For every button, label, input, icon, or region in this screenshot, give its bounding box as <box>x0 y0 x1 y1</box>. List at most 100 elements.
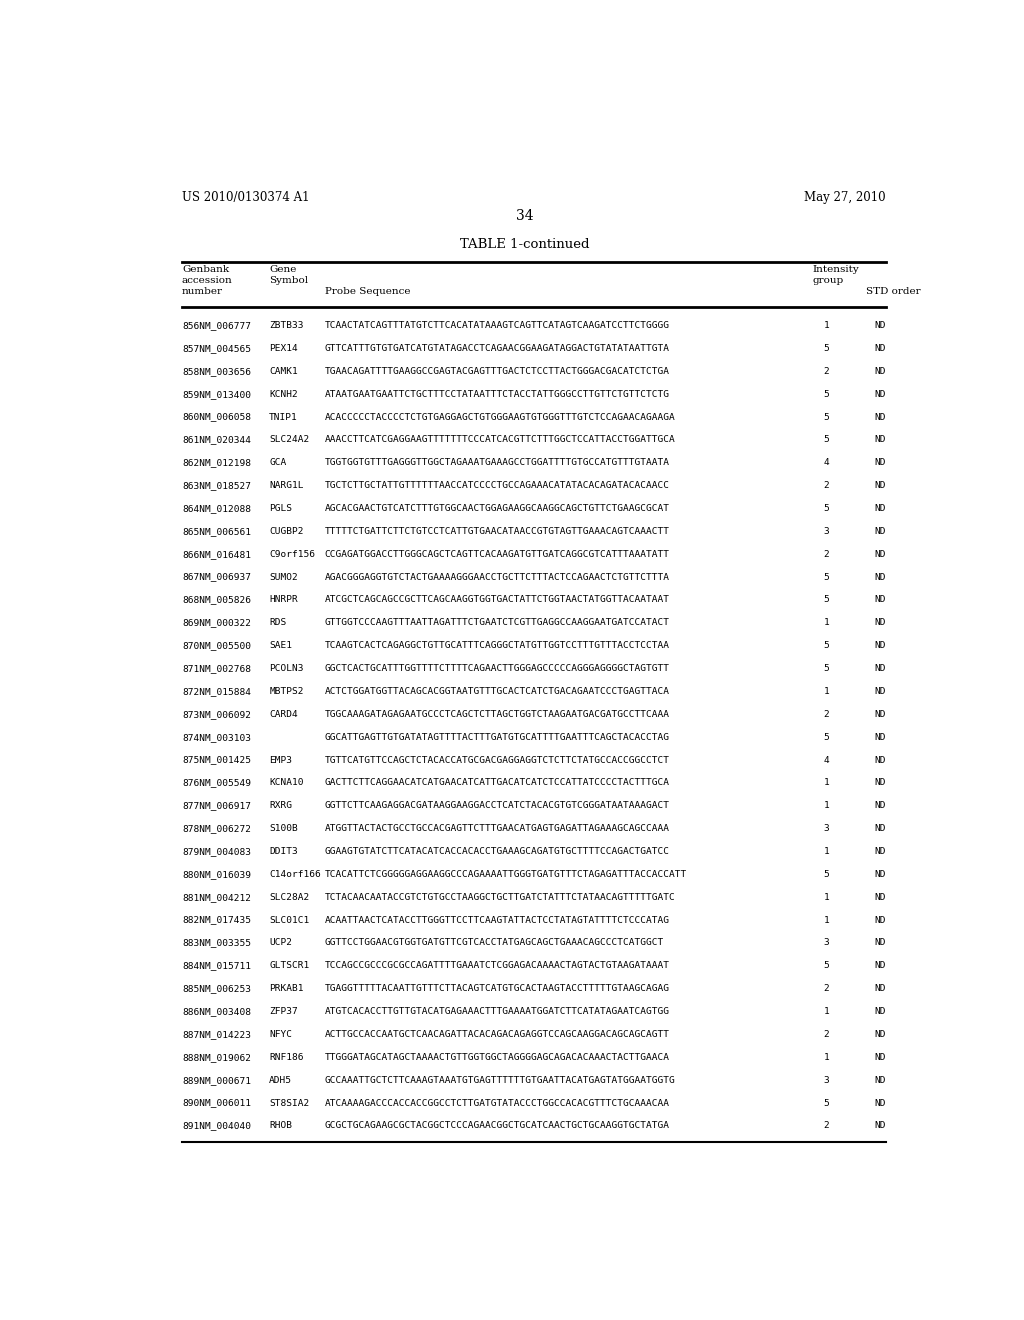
Text: TCAACTATCAGTTTATGTCTTCACATATAAAGTCAGTTCATAGTCAAGATCCTTCTGGGG: TCAACTATCAGTTTATGTCTTCACATATAAAGTCAGTTCA… <box>325 321 670 330</box>
Text: NARG1L: NARG1L <box>269 480 304 490</box>
Text: SAE1: SAE1 <box>269 642 292 651</box>
Text: ND: ND <box>874 345 886 352</box>
Text: ND: ND <box>874 321 886 330</box>
Text: 886NM_003408: 886NM_003408 <box>182 1007 251 1016</box>
Text: 869NM_000322: 869NM_000322 <box>182 618 251 627</box>
Text: 1: 1 <box>823 847 829 855</box>
Text: ND: ND <box>874 389 886 399</box>
Text: GLTSCR1: GLTSCR1 <box>269 961 309 970</box>
Text: 871NM_002768: 871NM_002768 <box>182 664 251 673</box>
Text: GGTTCTTCAAGAGGACGATAAGGAAGGACCTCATCTACACGTGTCGGGATAATAAAGACT: GGTTCTTCAAGAGGACGATAAGGAAGGACCTCATCTACAC… <box>325 801 670 810</box>
Text: ACACCCCCTACCCCTCTGTGAGGAGCTGTGGGAAGTGTGGGTTTGTCTCCAGAACAGAAGA: ACACCCCCTACCCCTCTGTGAGGAGCTGTGGGAAGTGTGG… <box>325 412 676 421</box>
Text: 5: 5 <box>823 961 829 970</box>
Text: 1: 1 <box>823 686 829 696</box>
Text: 2: 2 <box>823 480 829 490</box>
Text: 879NM_004083: 879NM_004083 <box>182 847 251 855</box>
Text: 883NM_003355: 883NM_003355 <box>182 939 251 948</box>
Text: US 2010/0130374 A1: US 2010/0130374 A1 <box>182 191 309 203</box>
Text: ND: ND <box>874 686 886 696</box>
Text: RXRG: RXRG <box>269 801 292 810</box>
Text: ND: ND <box>874 595 886 605</box>
Text: ND: ND <box>874 458 886 467</box>
Text: 857NM_004565: 857NM_004565 <box>182 345 251 352</box>
Text: GCGCTGCAGAAGCGCTACGGCTCCCAGAACGGCTGCATCAACTGCTGCAAGGTGCTATGA: GCGCTGCAGAAGCGCTACGGCTCCCAGAACGGCTGCATCA… <box>325 1122 670 1130</box>
Text: 5: 5 <box>823 664 829 673</box>
Text: 1: 1 <box>823 1007 829 1016</box>
Text: ATCGCTCAGCAGCCGCTTCAGCAAGGTGGTGACTATTCTGGTAACTATGGTTACAATAAT: ATCGCTCAGCAGCCGCTTCAGCAAGGTGGTGACTATTCTG… <box>325 595 670 605</box>
Text: TGCTCTTGCTATTGTTTTTTAACCATCCCCTGCCAGAAACATATACACAGATACACAACC: TGCTCTTGCTATTGTTTTTTAACCATCCCCTGCCAGAAAC… <box>325 480 670 490</box>
Text: Gene
Symbol: Gene Symbol <box>269 265 308 285</box>
Text: CARD4: CARD4 <box>269 710 298 719</box>
Text: DDIT3: DDIT3 <box>269 847 298 855</box>
Text: GTTCATTTGTGTGATCATGTATAGACCTCAGAACGGAAGATAGGACTGTATATAATTGTA: GTTCATTTGTGTGATCATGTATAGACCTCAGAACGGAAGA… <box>325 345 670 352</box>
Text: 882NM_017435: 882NM_017435 <box>182 916 251 924</box>
Text: ND: ND <box>874 480 886 490</box>
Text: KCNA10: KCNA10 <box>269 779 304 788</box>
Text: CAMK1: CAMK1 <box>269 367 298 376</box>
Text: TCCAGCCGCCCGCGCCAGATTTTGAAATCTCGGAGACAAAACTAGTACTGTAAGATAAAT: TCCAGCCGCCCGCGCCAGATTTTGAAATCTCGGAGACAAA… <box>325 961 670 970</box>
Text: ACAATTAACTCATACCTTGGGTTCCTTCAAGTATTACTCCTATAGTATTTTCTCCCATAG: ACAATTAACTCATACCTTGGGTTCCTTCAAGTATTACTCC… <box>325 916 670 924</box>
Text: RHOB: RHOB <box>269 1122 292 1130</box>
Text: 1: 1 <box>823 916 829 924</box>
Text: TGAACAGATTTTGAAGGCCGAGTACGAGTTTGACTCTCCTTACTGGGACGACATCTCTGA: TGAACAGATTTTGAAGGCCGAGTACGAGTTTGACTCTCCT… <box>325 367 670 376</box>
Text: AGACGGGAGGTGTCTACTGAAAAGGGAACCTGCTTCTTTACTCCAGAACTCTGTTCTTTA: AGACGGGAGGTGTCTACTGAAAAGGGAACCTGCTTCTTTA… <box>325 573 670 582</box>
Text: 880NM_016039: 880NM_016039 <box>182 870 251 879</box>
Text: PGLS: PGLS <box>269 504 292 513</box>
Text: GACTTCTTCAGGAACATCATGAACATCATTGACATCATCTCCATTATCCCCTACTTTGCA: GACTTCTTCAGGAACATCATGAACATCATTGACATCATCT… <box>325 779 670 788</box>
Text: Intensity
group: Intensity group <box>812 265 859 285</box>
Text: 877NM_006917: 877NM_006917 <box>182 801 251 810</box>
Text: 5: 5 <box>823 504 829 513</box>
Text: 881NM_004212: 881NM_004212 <box>182 892 251 902</box>
Text: TGGTGGTGTTTGAGGGTTGGCTAGAAATGAAAGCCTGGATTTTGTGCCATGTTTGTAATA: TGGTGGTGTTTGAGGGTTGGCTAGAAATGAAAGCCTGGAT… <box>325 458 670 467</box>
Text: 5: 5 <box>823 1098 829 1107</box>
Text: ND: ND <box>874 664 886 673</box>
Text: PRKAB1: PRKAB1 <box>269 985 304 993</box>
Text: HNRPR: HNRPR <box>269 595 298 605</box>
Text: 3: 3 <box>823 824 829 833</box>
Text: ATAATGAATGAATTCTGCTTTCCTATAATTTCTACCTATTGGGCCTTGTTCTGTTCTCTG: ATAATGAATGAATTCTGCTTTCCTATAATTTCTACCTATT… <box>325 389 670 399</box>
Text: SUMO2: SUMO2 <box>269 573 298 582</box>
Text: UCP2: UCP2 <box>269 939 292 948</box>
Text: 2: 2 <box>823 549 829 558</box>
Text: ND: ND <box>874 985 886 993</box>
Text: 889NM_000671: 889NM_000671 <box>182 1076 251 1085</box>
Text: TABLE 1-continued: TABLE 1-continued <box>460 238 590 251</box>
Text: ND: ND <box>874 1007 886 1016</box>
Text: 1: 1 <box>823 1053 829 1061</box>
Text: 888NM_019062: 888NM_019062 <box>182 1053 251 1061</box>
Text: EMP3: EMP3 <box>269 755 292 764</box>
Text: 5: 5 <box>823 412 829 421</box>
Text: GGAAGTGTATCTTCATACATCACCACACCTGAAAGCAGATGTGCTTTTCCAGACTGATCC: GGAAGTGTATCTTCATACATCACCACACCTGAAAGCAGAT… <box>325 847 670 855</box>
Text: TTTTTCTGATTCTTCTGTCCTCATTGTGAACATAACCGTGTAGTTGAAACAGTCAAACTT: TTTTTCTGATTCTTCTGTCCTCATTGTGAACATAACCGTG… <box>325 527 670 536</box>
Text: 5: 5 <box>823 573 829 582</box>
Text: S100B: S100B <box>269 824 298 833</box>
Text: CCGAGATGGACCTTGGGCAGCTCAGTTCACAAGATGTTGATCAGGCGTCATTTAAATATT: CCGAGATGGACCTTGGGCAGCTCAGTTCACAAGATGTTGA… <box>325 549 670 558</box>
Text: 870NM_005500: 870NM_005500 <box>182 642 251 651</box>
Text: 1: 1 <box>823 779 829 788</box>
Text: 860NM_006058: 860NM_006058 <box>182 412 251 421</box>
Text: ATGTCACACCTTGTTGTACATGAGAAACTTTGAAAATGGATCTTCATATAGAATCAGTGG: ATGTCACACCTTGTTGTACATGAGAAACTTTGAAAATGGA… <box>325 1007 670 1016</box>
Text: 875NM_001425: 875NM_001425 <box>182 755 251 764</box>
Text: ND: ND <box>874 1053 886 1061</box>
Text: ND: ND <box>874 573 886 582</box>
Text: KCNH2: KCNH2 <box>269 389 298 399</box>
Text: ADH5: ADH5 <box>269 1076 292 1085</box>
Text: CUGBP2: CUGBP2 <box>269 527 304 536</box>
Text: ND: ND <box>874 527 886 536</box>
Text: TGGCAAAGATAGAGAATGCCCTCAGCTCTTAGCTGGTCTAAGAATGACGATGCCTTCAAA: TGGCAAAGATAGAGAATGCCCTCAGCTCTTAGCTGGTCTA… <box>325 710 670 719</box>
Text: 5: 5 <box>823 436 829 445</box>
Text: ST8SIA2: ST8SIA2 <box>269 1098 309 1107</box>
Text: ND: ND <box>874 961 886 970</box>
Text: ND: ND <box>874 733 886 742</box>
Text: 856NM_006777: 856NM_006777 <box>182 321 251 330</box>
Text: ND: ND <box>874 642 886 651</box>
Text: 884NM_015711: 884NM_015711 <box>182 961 251 970</box>
Text: 858NM_003656: 858NM_003656 <box>182 367 251 376</box>
Text: 864NM_012088: 864NM_012088 <box>182 504 251 513</box>
Text: TNIP1: TNIP1 <box>269 412 298 421</box>
Text: ATGGTTACTACTGCCTGCCACGAGTTCTTTGAACATGAGTGAGATTAGAAAGCAGCCAAA: ATGGTTACTACTGCCTGCCACGAGTTCTTTGAACATGAGT… <box>325 824 670 833</box>
Text: AGCACGAACTGTCATCTTTGTGGCAACTGGAGAAGGCAAGGCAGCTGTTCTGAAGCGCAT: AGCACGAACTGTCATCTTTGTGGCAACTGGAGAAGGCAAG… <box>325 504 670 513</box>
Text: 5: 5 <box>823 595 829 605</box>
Text: 863NM_018527: 863NM_018527 <box>182 480 251 490</box>
Text: 4: 4 <box>823 458 829 467</box>
